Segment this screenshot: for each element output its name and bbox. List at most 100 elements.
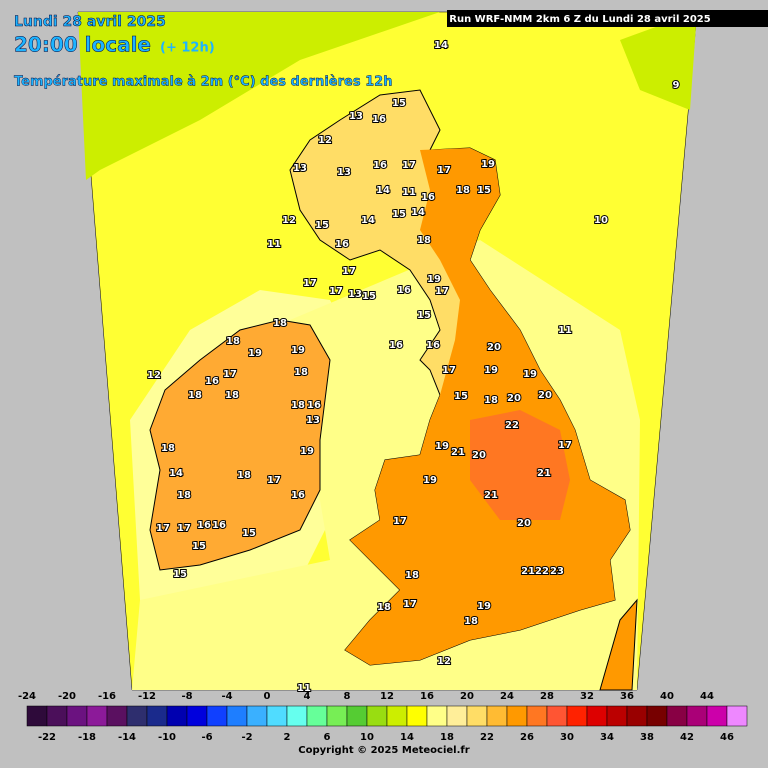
legend-swatch [626, 705, 648, 727]
temperature-label: 17 [558, 440, 572, 451]
legend: -24-22-20-18-16-14-12-10-8-6-4-202468101… [18, 691, 748, 743]
temperature-label: 18 [291, 400, 305, 411]
temperature-label: 13 [337, 167, 351, 178]
temperature-label: 17 [267, 475, 281, 486]
subtitle: Température maximale à 2m (°C) des derni… [14, 75, 392, 90]
legend-swatch [166, 705, 188, 727]
temperature-label: 20 [517, 518, 531, 529]
temperature-label: 17 [342, 266, 356, 277]
temperature-label: 13 [348, 289, 362, 300]
legend-swatch [726, 705, 748, 727]
legend-swatch [566, 705, 588, 727]
temperature-label: 11 [402, 187, 416, 198]
temperature-label: 16 [372, 114, 386, 125]
temperature-label: 17 [177, 523, 191, 534]
temperature-label: 15 [173, 569, 187, 580]
run-box [447, 10, 768, 27]
legend-swatch [306, 705, 328, 727]
temperature-label: 14 [361, 215, 375, 226]
temperature-label: 15 [362, 291, 376, 302]
temperature-label: 17 [435, 286, 449, 297]
temperature-label: 20 [538, 390, 552, 401]
legend-label: 46 [720, 732, 734, 743]
temperature-label: 16 [373, 160, 387, 171]
legend-swatch [286, 705, 308, 727]
temperature-label: 16 [335, 239, 349, 250]
temperature-label: 17 [402, 160, 416, 171]
legend-label: -14 [118, 732, 136, 743]
temperature-label: 18 [225, 390, 239, 401]
temperature-label: 16 [291, 490, 305, 501]
temperature-label: 19 [523, 369, 537, 380]
legend-swatch [126, 705, 148, 727]
temperature-label: 19 [300, 446, 314, 457]
legend-swatch [686, 705, 708, 727]
temperature-label: 18 [405, 570, 419, 581]
temperature-label: 11 [267, 239, 281, 250]
temperature-label: 13 [349, 111, 363, 122]
legend-label: 36 [620, 691, 634, 702]
legend-label: 8 [344, 691, 351, 702]
legend-swatch [206, 705, 228, 727]
legend-label: -24 [18, 691, 36, 702]
legend-label: 44 [700, 691, 714, 702]
legend-label: 6 [324, 732, 331, 743]
temperature-label: 17 [223, 369, 237, 380]
legend-label: 34 [600, 732, 614, 743]
temperature-label: 22 [505, 420, 519, 431]
legend-label: 42 [680, 732, 694, 743]
legend-swatch [66, 705, 88, 727]
temperature-label: 19 [484, 365, 498, 376]
temperature-label: 16 [389, 340, 403, 351]
temperature-label: 18 [464, 616, 478, 627]
legend-swatch [426, 705, 448, 727]
temperature-label: 18 [417, 235, 431, 246]
legend-label: -12 [138, 691, 156, 702]
cool-zone [78, 12, 440, 180]
temperature-label: 9 [673, 80, 680, 91]
legend-label: 26 [520, 732, 534, 743]
temperature-label: 15 [392, 98, 406, 109]
legend-label: -10 [158, 732, 176, 743]
temperature-label: 15 [242, 528, 256, 539]
temperature-label: 17 [437, 165, 451, 176]
temperature-label: 19 [248, 348, 262, 359]
temperature-label: 16 [307, 400, 321, 411]
continent [599, 598, 638, 691]
temperature-label: 14 [411, 207, 425, 218]
legend-swatch [146, 705, 168, 727]
legend-swatch [646, 705, 668, 727]
time: 20:00 locale [14, 33, 151, 57]
legend-swatch [706, 705, 728, 727]
legend-label: 0 [264, 691, 271, 702]
temperature-label: 17 [329, 286, 343, 297]
temperature-label: 18 [456, 185, 470, 196]
temperature-label: 18 [484, 395, 498, 406]
legend-label: 28 [540, 691, 554, 702]
ireland [149, 319, 331, 571]
legend-swatch [486, 705, 508, 727]
legend-swatch [386, 705, 408, 727]
legend-label: -2 [241, 732, 252, 743]
offset: (+ 12h) [160, 41, 215, 56]
legend-swatch [326, 705, 348, 727]
legend-swatch [666, 705, 688, 727]
legend-swatch [546, 705, 568, 727]
legend-swatch [86, 705, 108, 727]
legend-swatch [526, 705, 548, 727]
temperature-label: 11 [297, 683, 311, 694]
temperature-label: 15 [315, 220, 329, 231]
legend-swatch [586, 705, 608, 727]
temperature-label: 19 [427, 274, 441, 285]
legend-label: 4 [304, 691, 311, 702]
temperature-label: 19 [481, 159, 495, 170]
legend-label: -6 [201, 732, 212, 743]
legend-swatch [506, 705, 528, 727]
temperature-label: 16 [197, 520, 211, 531]
temperature-label: 15 [477, 185, 491, 196]
temperature-label: 16 [205, 376, 219, 387]
legend-swatch [186, 705, 208, 727]
temperature-label: 15 [417, 310, 431, 321]
temperature-label: 20 [507, 393, 521, 404]
